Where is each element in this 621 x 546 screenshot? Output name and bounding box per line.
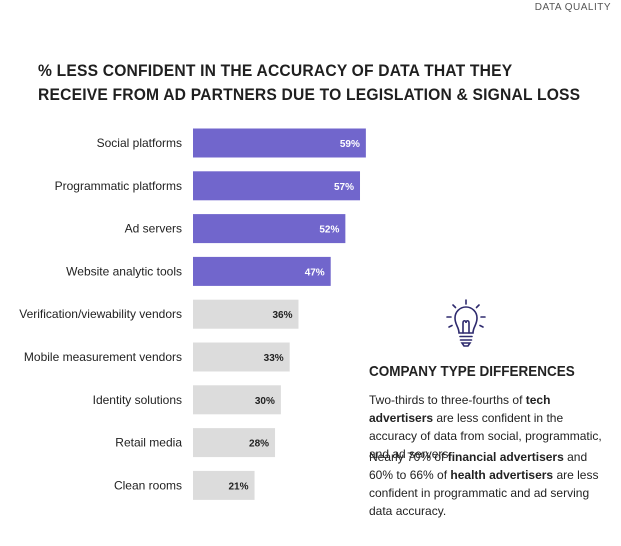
category-label: Mobile measurement vendors xyxy=(24,350,182,364)
chart-title-line-2: RECEIVE FROM AD PARTNERS DUE TO LEGISLAT… xyxy=(38,85,581,104)
text-run: and 60% to 66% of xyxy=(369,450,588,482)
category-label: Retail media xyxy=(115,436,182,450)
bar xyxy=(193,385,281,415)
bar xyxy=(193,256,331,286)
text-run: health advertisers xyxy=(450,468,554,482)
side-paragraph-1: Two-thirds to three-fourths of tech adve… xyxy=(369,391,605,463)
value-label: 52% xyxy=(319,225,339,236)
value-label: 33% xyxy=(264,353,284,364)
bar xyxy=(193,299,299,329)
value-label: 36% xyxy=(272,310,292,321)
bar xyxy=(193,214,346,244)
bar xyxy=(193,342,290,372)
text-run: are less confident in the accuracy of da… xyxy=(369,411,602,461)
category-label: Verification/viewability vendors xyxy=(19,307,182,321)
text-run: Nearly 70% of xyxy=(369,450,448,464)
value-label: 30% xyxy=(255,396,275,407)
category-label: Ad servers xyxy=(125,222,182,236)
category-label: Clean rooms xyxy=(114,478,182,492)
bar xyxy=(193,171,361,201)
text-run: are less confident in programmatic and a… xyxy=(369,468,599,518)
text-run: Two-thirds to three-fourths of xyxy=(369,393,526,407)
text-run: tech advertisers xyxy=(369,393,551,425)
bar xyxy=(193,128,366,158)
side-heading: COMPANY TYPE DIFFERENCES xyxy=(369,363,575,380)
category-label: Programmatic platforms xyxy=(55,179,182,193)
value-label: 21% xyxy=(229,481,249,492)
value-label: 28% xyxy=(249,439,269,450)
section-tag: DATA QUALITY xyxy=(534,2,611,13)
category-label: Website analytic tools xyxy=(66,264,182,278)
value-label: 59% xyxy=(340,139,360,150)
chart-title-line-1: % LESS CONFIDENT IN THE ACCURACY OF DATA… xyxy=(38,61,513,80)
side-paragraph-2: Nearly 70% of financial advertisers and … xyxy=(369,448,605,520)
value-label: 57% xyxy=(334,182,354,193)
text-run: financial advertisers xyxy=(447,450,564,464)
lightbulb-icon xyxy=(446,299,486,347)
category-label: Identity solutions xyxy=(93,393,182,407)
bar xyxy=(193,428,276,458)
category-label: Social platforms xyxy=(97,136,182,150)
bar xyxy=(193,470,255,500)
value-label: 47% xyxy=(305,267,325,278)
